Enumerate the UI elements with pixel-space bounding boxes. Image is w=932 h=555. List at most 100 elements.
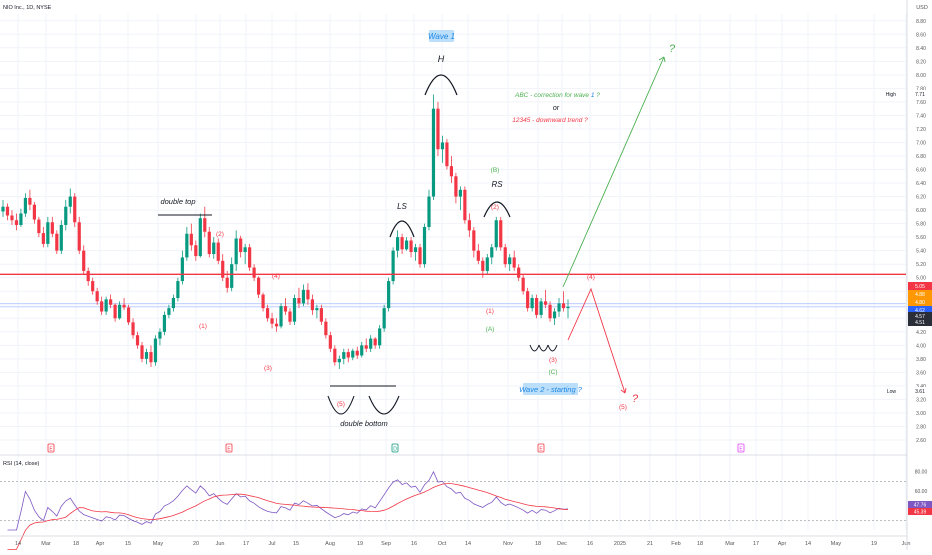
- candle-body: [59, 224, 63, 251]
- price-tick: 5.40: [916, 249, 926, 255]
- candle-body: [104, 299, 108, 312]
- time-tick: Apr: [96, 541, 105, 547]
- candle-body: [153, 338, 158, 363]
- price-tick: 8.00: [916, 73, 926, 79]
- time-tick: Jul: [268, 541, 275, 547]
- time-tick: 14: [15, 541, 21, 547]
- price-tick: 8.40: [916, 46, 926, 52]
- candle-body: [315, 308, 319, 311]
- candle-body: [292, 298, 297, 322]
- event-marker-label: E: [739, 447, 743, 453]
- price-badge: [908, 282, 932, 290]
- candle-body: [82, 250, 86, 271]
- candle-body: [373, 338, 377, 346]
- candle-body: [319, 308, 323, 322]
- candle-body: [270, 318, 274, 324]
- wave-a-label: (A): [486, 326, 495, 333]
- candle-body: [95, 291, 99, 302]
- candle-body: [409, 240, 413, 253]
- rsi-badge: [908, 508, 932, 515]
- price-badge: [908, 290, 932, 298]
- price-badge-value: 7.71: [915, 92, 925, 98]
- price-tick: 3.60: [916, 370, 926, 376]
- candle-body: [467, 220, 471, 231]
- event-marker: [391, 443, 399, 453]
- candle-body: [490, 247, 494, 258]
- candle-body: [333, 348, 337, 363]
- chart-grid: [0, 14, 907, 530]
- rsi-badge-value: 47.76: [914, 503, 927, 509]
- candle-body: [256, 277, 261, 295]
- price-tick: 8.20: [916, 59, 926, 65]
- time-tick: 15: [125, 541, 131, 547]
- time-tick: Jun: [902, 541, 911, 547]
- candle-body: [342, 352, 346, 359]
- candle-body: [481, 260, 485, 271]
- wave-3-label-b: (3): [549, 357, 557, 364]
- candle-body: [387, 281, 391, 309]
- candle-body: [194, 245, 198, 257]
- candle-body: [144, 352, 149, 359]
- wave-c-label: (C): [548, 369, 557, 376]
- wave-4-label-b: (4): [587, 274, 595, 281]
- rsi-pane: [0, 470, 906, 550]
- ticker-label: NIO Inc., 1D, NYSE: [3, 5, 52, 11]
- event-marker-label: D: [393, 447, 397, 453]
- event-marker: [537, 443, 545, 453]
- candle-body: [512, 257, 516, 268]
- candle-body: [274, 323, 279, 327]
- price-tick: 6.80: [916, 154, 926, 160]
- candle-body: [23, 197, 28, 214]
- q-up-label: ?: [669, 43, 676, 55]
- time-tick: Mar: [41, 541, 51, 547]
- rsi-tick: 80.00: [915, 470, 928, 476]
- rsi-badge-value: 45.39: [914, 510, 927, 516]
- candle-body: [517, 267, 521, 278]
- wave-b-label: (B): [491, 167, 500, 174]
- wave-1-label-b: (1): [486, 308, 494, 315]
- time-tick: 19: [871, 541, 877, 547]
- wave2-label: Wave 2 - starting ?: [519, 385, 583, 394]
- candle-body: [234, 238, 238, 265]
- price-badge-value: 4.80: [915, 300, 925, 306]
- price-tick: 5.80: [916, 222, 926, 228]
- candle-body: [265, 308, 270, 319]
- price-badge-value: 3.61: [915, 389, 925, 395]
- candle-body: [55, 233, 59, 251]
- candle-body: [364, 345, 368, 349]
- bullish-arrowhead: [658, 56, 666, 63]
- event-marker-label: E: [539, 447, 543, 453]
- candle-body: [445, 142, 449, 167]
- candle-body: [73, 196, 77, 223]
- wave-4-label-a: (4): [272, 273, 280, 280]
- candle-body: [396, 237, 400, 251]
- candle-body: [171, 298, 175, 309]
- candle-body: [212, 242, 216, 255]
- candle-body: [158, 331, 162, 339]
- candle-body: [328, 335, 332, 349]
- time-tick: 19: [357, 541, 363, 547]
- price-tick: 4.00: [916, 343, 926, 349]
- price-badge-label: Low: [887, 389, 897, 395]
- time-tick: 20: [193, 541, 199, 547]
- candle-body: [176, 281, 180, 298]
- time-tick: Nov: [503, 541, 513, 547]
- head-arc: [424, 74, 458, 96]
- time-tick: 17: [243, 541, 249, 547]
- price-tick: 7.40: [916, 113, 926, 119]
- time-tick: Oct: [438, 541, 447, 547]
- candle-body: [436, 108, 440, 150]
- price-badge-value: 4.88: [915, 292, 925, 298]
- candle-body: [77, 222, 81, 251]
- right-shoulder-arc: [483, 201, 511, 218]
- candle-body: [503, 247, 507, 265]
- candle-body: [149, 352, 153, 363]
- candle-body: [552, 311, 557, 319]
- candle-body: [122, 304, 126, 308]
- event-marker: [47, 443, 55, 453]
- candle-body: [431, 108, 436, 197]
- time-tick: Feb: [671, 541, 680, 547]
- candle-body: [225, 277, 229, 288]
